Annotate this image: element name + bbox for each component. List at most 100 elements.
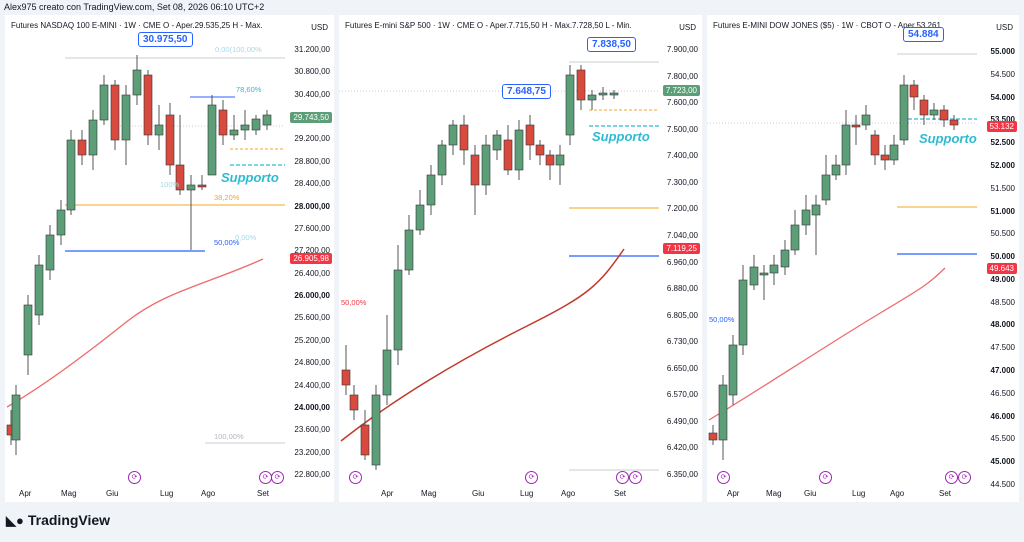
candle — [34, 264, 44, 316]
candle — [821, 174, 831, 201]
high-callout: 30.975,50 — [138, 32, 193, 47]
price-axis-label: 7.400,00 — [666, 151, 698, 161]
price-axis-label: 6.960,00 — [666, 257, 698, 267]
candle — [11, 394, 21, 441]
price-axis-label: 48.500 — [990, 297, 1015, 307]
event-icon[interactable]: ⟳ — [717, 471, 730, 484]
candle — [207, 104, 217, 176]
month-label-sep: Set — [614, 489, 627, 498]
candle — [880, 154, 890, 161]
candle — [341, 369, 351, 386]
month-label-apr: Apr — [381, 489, 394, 498]
price-axis-label: 55.000 — [990, 47, 1015, 56]
chart-panel-dow[interactable]: Futures E-MINI DOW JONES ($5) · 1W · CBO… — [707, 15, 1019, 502]
candle — [360, 424, 370, 456]
price-axis-label: 47.500 — [990, 343, 1015, 353]
event-icon[interactable]: ⟳ — [616, 471, 629, 484]
candle — [415, 204, 425, 231]
event-icon[interactable]: ⟳ — [819, 471, 832, 484]
event-icon[interactable]: ⟳ — [271, 471, 284, 484]
price-axis-label: 27.200,00 — [294, 246, 330, 256]
month-label-sep: Set — [257, 489, 270, 498]
month-label-jun: Giu — [804, 489, 817, 498]
candle — [426, 174, 436, 206]
tradingview-logo[interactable]: ◣● TradingView — [6, 512, 110, 529]
support-label: Supporto — [592, 129, 650, 144]
candle — [555, 154, 565, 166]
ma-price-tag: 49.643 — [986, 263, 1017, 274]
price-axis-label: 25.600,00 — [294, 313, 330, 323]
price-axis-label: 44.500 — [990, 480, 1015, 489]
price-axis-label: 26.400,00 — [294, 268, 330, 278]
event-icon[interactable]: ⟳ — [958, 471, 971, 484]
price-axis-label: 7.300,00 — [666, 177, 698, 187]
support-label: Supporto — [919, 131, 977, 146]
chart-panel-sp500[interactable]: Futures E-mini S&P 500 · 1W · CME O - Ap… — [339, 15, 702, 502]
price-axis-label: 54.500 — [990, 69, 1015, 79]
price-axis-label: 24.400,00 — [294, 380, 330, 390]
price-axis-label: 46.000 — [990, 411, 1015, 421]
price-axis-label: 22.800,00 — [294, 470, 330, 479]
candle — [77, 139, 87, 156]
price-axis-label: 7.500,00 — [666, 124, 698, 134]
chart-title: Futures E-MINI DOW JONES ($5) · 1W · CBO… — [713, 21, 941, 30]
candle — [481, 144, 491, 186]
candle — [598, 92, 608, 96]
candle — [121, 94, 131, 141]
price-axis-label: 7.900,00 — [666, 45, 698, 54]
event-icon[interactable]: ⟳ — [945, 471, 958, 484]
month-label-aug: Ago — [201, 489, 216, 498]
month-label-jul: Lug — [852, 489, 866, 498]
price-axis-label: 26.000,00 — [294, 291, 330, 301]
fib-label-0: 0,00% — [235, 233, 257, 242]
fib-label-78: 78,60% — [236, 85, 262, 94]
month-label-jul: Lug — [160, 489, 174, 498]
candle — [56, 209, 66, 236]
candle — [565, 74, 575, 136]
chart-panel-nasdaq[interactable]: Futures NASDAQ 100 E-MINI · 1W · CME O -… — [5, 15, 334, 502]
ma-price-tag: 7.119,25 — [663, 243, 700, 254]
candle — [535, 144, 545, 156]
fib-label-50: 50,00% — [214, 238, 240, 247]
price-axis-label: 7.600,00 — [666, 98, 698, 108]
candle — [718, 384, 728, 441]
sp500-chart-canvas — [339, 61, 659, 471]
candle — [448, 124, 458, 146]
candle — [909, 84, 919, 98]
candle — [437, 144, 447, 176]
event-icon[interactable]: ⟳ — [525, 471, 538, 484]
price-axis-label: 6.490,00 — [666, 416, 698, 426]
event-icon[interactable]: ⟳ — [629, 471, 642, 484]
candle — [728, 344, 738, 396]
candle — [175, 164, 185, 191]
last-price-tag: 29.743,50 — [290, 112, 332, 123]
currency-label: USD — [679, 23, 696, 32]
nasdaq-chart-canvas — [6, 55, 285, 455]
candle — [609, 92, 619, 96]
price-axis-label: 6.650,00 — [666, 363, 698, 373]
candle — [841, 124, 851, 166]
logo-text: TradingView — [27, 512, 111, 528]
candle — [229, 129, 239, 136]
event-icon[interactable]: ⟳ — [349, 471, 362, 484]
candle — [470, 154, 480, 186]
candle — [851, 124, 861, 128]
price-axis-label: 6.805,00 — [666, 310, 698, 320]
price-axis-label: 28.800,00 — [294, 156, 330, 166]
candle — [738, 279, 748, 346]
candle — [459, 124, 469, 151]
candle — [780, 249, 790, 268]
price-axis-label: 6.730,00 — [666, 337, 698, 347]
price-axis-label: 30.800,00 — [294, 67, 330, 77]
dow-chart-canvas — [707, 53, 977, 460]
candle — [811, 204, 821, 216]
event-icon[interactable]: ⟳ — [128, 471, 141, 484]
price-axis-label: 28.000,00 — [294, 201, 330, 211]
candle — [371, 394, 381, 466]
month-label-jun: Giu — [106, 489, 119, 498]
price-axis-label: 54.000 — [990, 92, 1015, 102]
candle — [240, 124, 250, 131]
price-axis-label: 23.600,00 — [294, 425, 330, 435]
watermark-header: Alex975 creato con TradingView.com, Set … — [4, 2, 265, 12]
high-callout: 54.884 — [903, 27, 944, 42]
